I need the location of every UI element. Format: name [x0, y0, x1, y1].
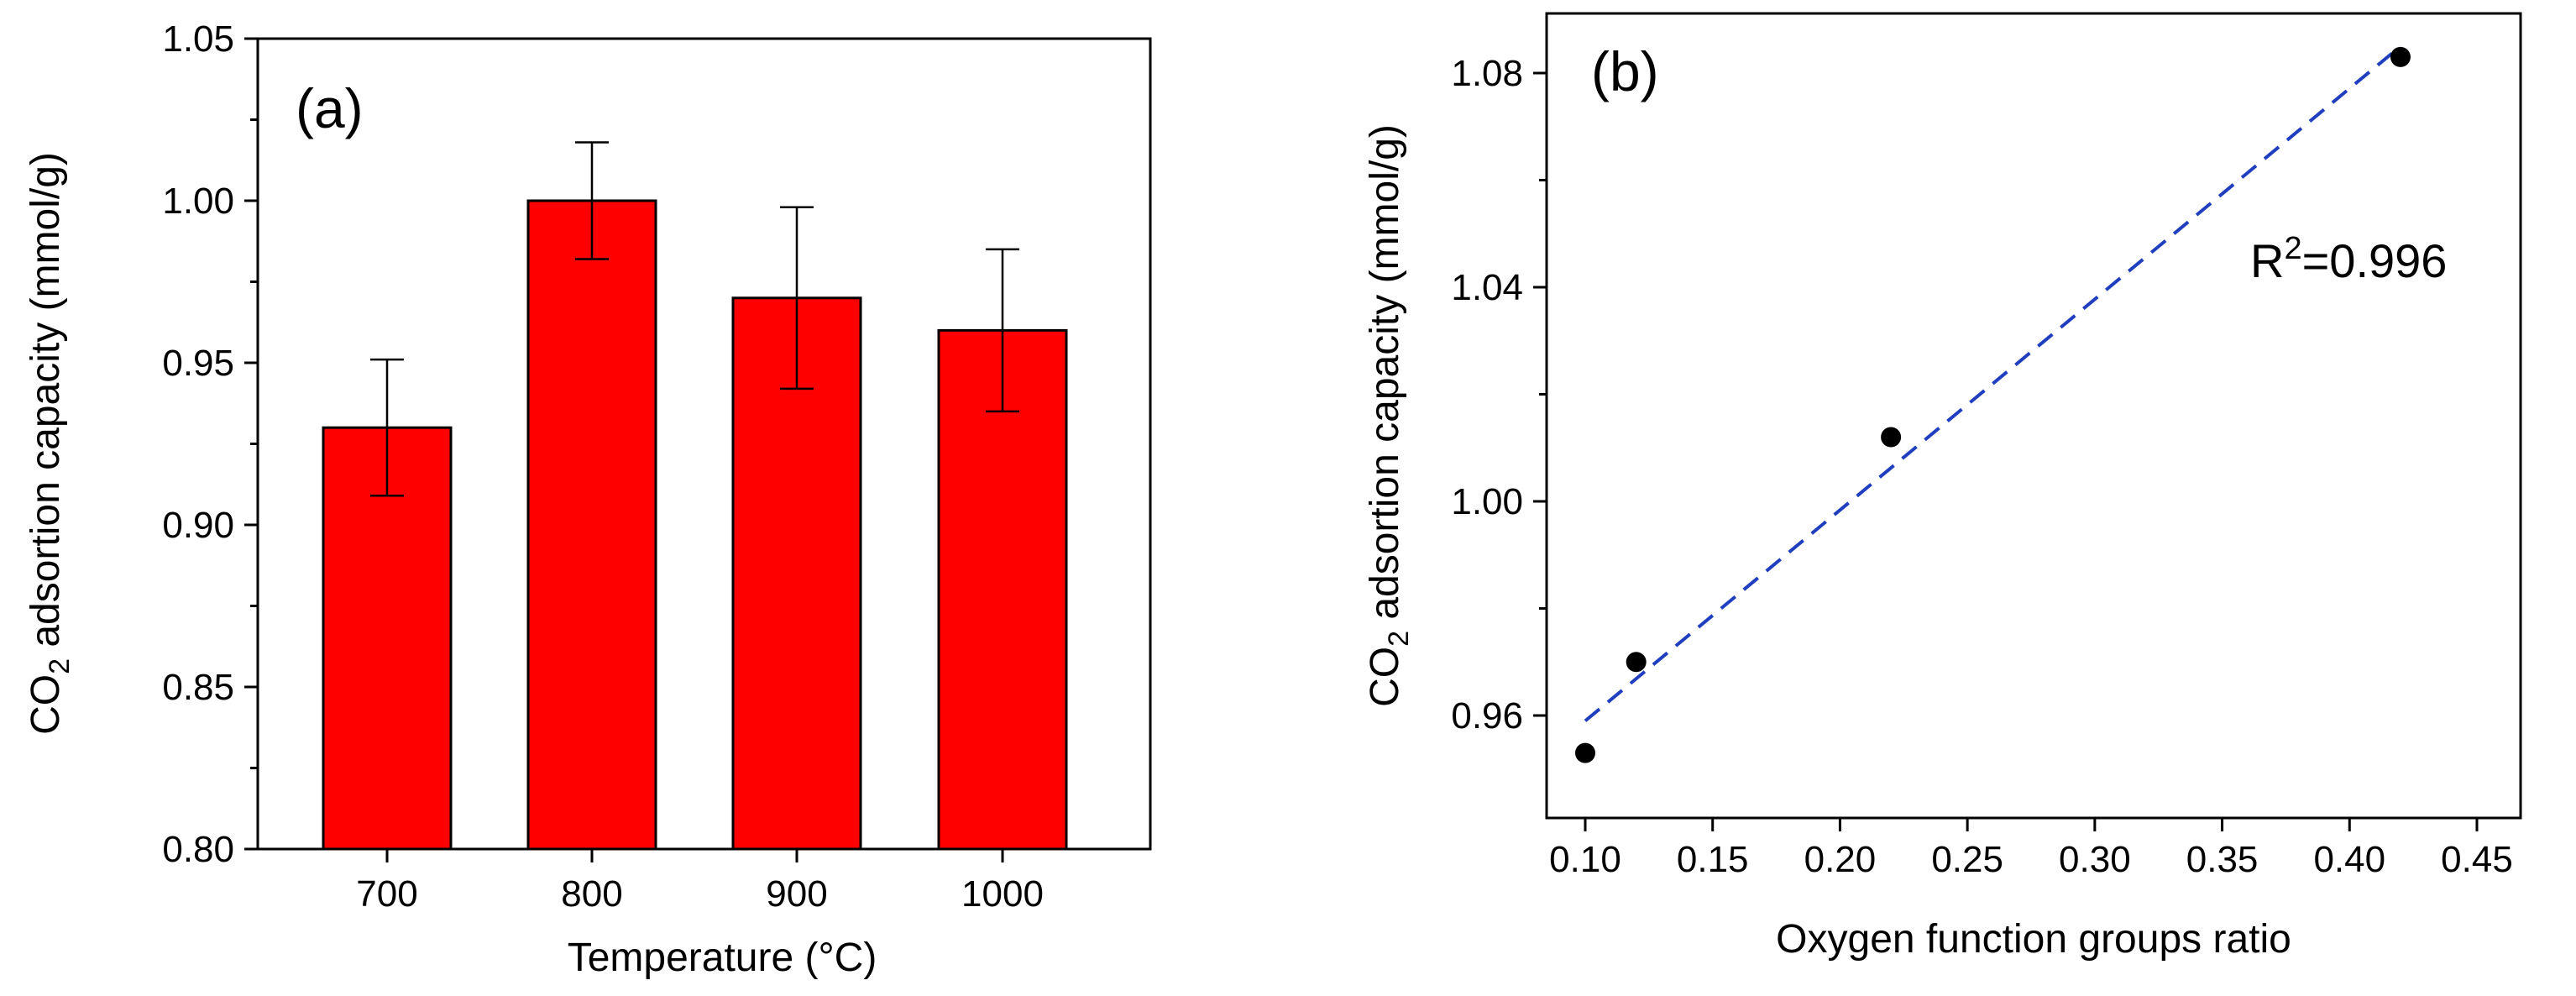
panel-a-x-tick-label: 900: [766, 873, 827, 915]
panel-a-bars: [322, 199, 1068, 851]
panel-a-error-bar-700: [370, 358, 404, 497]
panel-a-y-tick-label: 0.85: [162, 667, 234, 708]
panel-b-x-ticks: 0.10 0.15 0.20 0.25 0.30 0.35 0.40 0.45: [1549, 818, 2513, 880]
panel-b-y-tick-label: 0.96: [1451, 695, 1523, 737]
panel-a-error-bar-800: [575, 141, 609, 260]
panel-a-x-tick-label: 1000: [961, 873, 1044, 915]
panel-b-x-axis-title: Oxygen function groups ratio: [1776, 917, 2291, 962]
panel-a-error-bar-900: [780, 206, 814, 391]
panel-b-x-tick-label: 0.10: [1549, 839, 1621, 880]
panel-b-scatter-chart: 0.96 1.00 1.04 1.08 0.10 0.15 0.20 0.25 0.30 0.3…: [1363, 12, 2522, 962]
panel-a-x-tick-label: 800: [561, 873, 622, 915]
panel-a-y-tick-label: 1.05: [162, 18, 234, 60]
panel-b-x-tick-label: 0.40: [2313, 839, 2385, 880]
panel-a-y-tick-label: 0.90: [162, 505, 234, 546]
panel-b-data-point-3: [1881, 427, 1902, 448]
panel-a-x-ticks: 700 800 900 1000: [356, 849, 1044, 915]
panel-b-y-ticks: 0.96 1.00 1.04 1.08: [1451, 53, 1547, 737]
panel-a-bar-chart: 0.80 0.85 0.90 0.95 1.00 1.05 700 800 900 1000 (…: [24, 18, 1152, 980]
panel-b-r-squared-annotation: R2=0.996: [2250, 231, 2447, 287]
panel-b-x-tick-label: 0.25: [1931, 839, 2003, 880]
panel-b-x-tick-label: 0.15: [1677, 839, 1749, 880]
panel-b-y-tick-label: 1.08: [1451, 53, 1523, 94]
panel-b-x-tick-label: 0.45: [2441, 839, 2513, 880]
panel-a-y-tick-label: 0.80: [162, 829, 234, 870]
panel-a-x-tick-label: 700: [356, 873, 417, 915]
panel-b-data-points: [1575, 46, 2411, 763]
panel-a-bar-900: [731, 296, 862, 851]
panel-b-fit-line: [1584, 45, 2402, 722]
panel-a-label: (a): [296, 77, 364, 139]
panel-b-x-tick-label: 0.35: [2186, 839, 2259, 880]
panel-a-y-tick-label: 1.00: [162, 181, 234, 222]
panel-a-bar-800: [526, 199, 657, 851]
panel-b-data-point-1: [1575, 742, 1595, 763]
panel-b-y-tick-label: 1.00: [1451, 481, 1523, 522]
panel-b-x-tick-label: 0.20: [1804, 839, 1877, 880]
panel-b-data-point-4: [2390, 46, 2411, 67]
panel-b-label: (b): [1591, 40, 1659, 102]
panel-a-y-tick-label: 0.95: [162, 343, 234, 384]
panel-a-y-axis-title: CO2 adsortion capacity (mmol/g): [24, 152, 76, 735]
panel-b-data-point-2: [1626, 652, 1647, 673]
panel-a-y-ticks: 0.80 0.85 0.90 0.95 1.00 1.05: [162, 18, 258, 870]
panel-b-y-tick-label: 1.04: [1451, 267, 1523, 308]
panel-a-error-bar-1000: [986, 248, 1019, 413]
panel-b-y-axis-title: CO2 adsortion capacity (mmol/g): [1363, 124, 1415, 707]
panel-b-plot-frame: [1545, 12, 2522, 820]
panel-a-x-axis-title: Temperature (°C): [568, 936, 877, 980]
panel-b-x-tick-label: 0.30: [2059, 839, 2131, 880]
panel-a-error-bars: [370, 141, 1019, 497]
